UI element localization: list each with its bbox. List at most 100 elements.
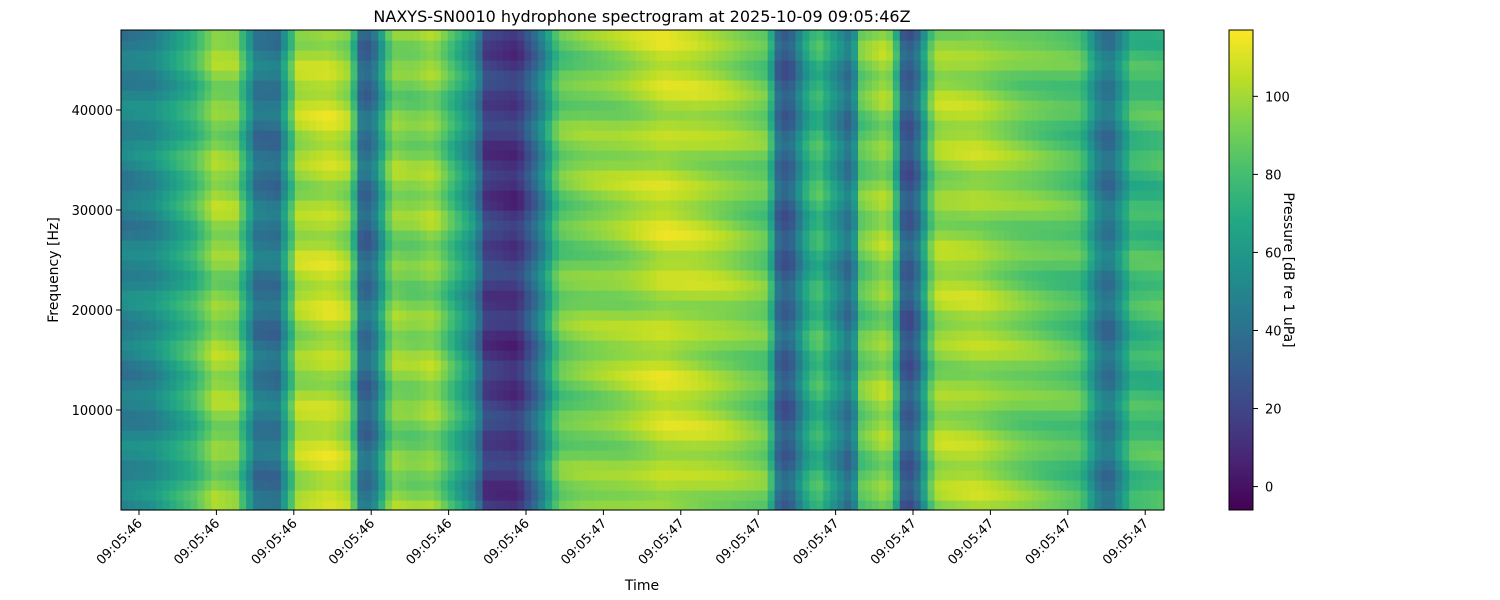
spectrogram-cell	[600, 430, 609, 441]
spectrogram-cell	[218, 440, 226, 451]
spectrogram-cell	[830, 320, 838, 331]
spectrogram-cell	[378, 190, 386, 201]
spectrogram-cell	[760, 270, 769, 281]
spectrogram-cell	[795, 330, 804, 341]
spectrogram-cell	[816, 200, 824, 211]
spectrogram-cell	[510, 170, 518, 181]
spectrogram-cell	[753, 70, 762, 81]
spectrogram-cell	[677, 430, 685, 441]
spectrogram-cell	[232, 340, 240, 351]
spectrogram-cell	[538, 240, 546, 251]
spectrogram-cell	[148, 310, 157, 321]
spectrogram-cell	[267, 160, 275, 171]
spectrogram-cell	[419, 480, 428, 491]
spectrogram-cell	[496, 410, 505, 421]
spectrogram-cell	[322, 290, 331, 301]
spectrogram-cell	[767, 60, 776, 71]
spectrogram-cell	[809, 260, 817, 271]
spectrogram-cell	[837, 360, 845, 371]
spectrogram-cell	[162, 240, 171, 251]
spectrogram-cell	[267, 280, 275, 291]
spectrogram-cell	[725, 190, 734, 201]
spectrogram-cell	[162, 40, 171, 51]
spectrogram-cell	[273, 150, 282, 161]
spectrogram-cell	[447, 480, 456, 491]
spectrogram-cell	[830, 260, 838, 271]
spectrogram-cell	[670, 190, 678, 201]
spectrogram-cell	[503, 360, 511, 371]
spectrogram-cell	[183, 70, 192, 81]
spectrogram-cell	[545, 60, 553, 71]
spectrogram-cell	[684, 470, 692, 481]
spectrogram-cell	[837, 250, 845, 261]
spectrogram-cell	[155, 60, 164, 71]
spectrogram-cell	[127, 150, 136, 161]
spectrogram-cell	[830, 220, 838, 231]
spectrogram-cell	[406, 370, 414, 381]
spectrogram-cell	[392, 390, 400, 401]
spectrogram-cell	[816, 430, 824, 441]
spectrogram-cell	[308, 390, 317, 401]
spectrogram-cell	[635, 410, 644, 421]
spectrogram-cell	[267, 130, 275, 141]
spectrogram-cell	[239, 110, 247, 121]
spectrogram-cell	[628, 410, 637, 421]
spectrogram-cell	[253, 370, 261, 381]
spectrogram-cell	[253, 200, 261, 211]
spectrogram-cell	[461, 160, 470, 171]
spectrogram-cell	[225, 40, 233, 51]
spectrogram-cell	[781, 390, 790, 401]
spectrogram-cell	[705, 50, 713, 61]
spectrogram-cell	[545, 490, 553, 501]
spectrogram-cell	[698, 210, 706, 221]
spectrogram-cell	[406, 400, 414, 411]
spectrogram-cell	[399, 110, 407, 121]
spectrogram-cell	[663, 450, 671, 461]
spectrogram-cell	[197, 370, 206, 381]
spectrogram-cell	[253, 100, 261, 111]
spectrogram-cell	[830, 250, 838, 261]
spectrogram-cell	[579, 90, 588, 101]
spectrogram-cell	[809, 70, 817, 81]
spectrogram-cell	[385, 190, 393, 201]
spectrogram-cell	[280, 450, 289, 461]
spectrogram-cell	[413, 220, 421, 231]
spectrogram-cell	[385, 30, 393, 41]
spectrogram-cell	[287, 230, 296, 241]
spectrogram-cell	[315, 350, 324, 361]
spectrogram-cell	[301, 240, 310, 251]
spectrogram-cell	[816, 390, 824, 401]
spectrogram-cell	[190, 480, 199, 491]
spectrogram-cell	[329, 460, 338, 471]
spectrogram-cell	[482, 450, 491, 461]
spectrogram-cell	[308, 340, 317, 351]
spectrogram-cell	[760, 120, 769, 131]
spectrogram-cell	[725, 90, 734, 101]
spectrogram-cell	[510, 270, 518, 281]
spectrogram-cell	[350, 200, 359, 211]
spectrogram-cell	[148, 470, 157, 481]
spectrogram-cell	[781, 320, 790, 331]
spectrogram-cell	[197, 40, 206, 51]
spectrogram-cell	[545, 200, 553, 211]
spectrogram-cell	[531, 340, 539, 351]
spectrogram-cell	[204, 270, 212, 281]
spectrogram-cell	[364, 130, 372, 141]
spectrogram-cell	[127, 220, 136, 231]
spectrogram-cell	[336, 250, 345, 261]
spectrogram-cell	[371, 90, 379, 101]
spectrogram-cell	[413, 350, 421, 361]
spectrogram-cell	[413, 170, 421, 181]
spectrogram-cell	[621, 360, 630, 371]
spectrogram-cell	[767, 300, 776, 311]
spectrogram-cell	[788, 210, 797, 221]
spectrogram-cell	[649, 120, 657, 131]
spectrogram-cell	[788, 490, 797, 501]
spectrogram-cell	[399, 310, 407, 321]
spectrogram-cell	[656, 190, 664, 201]
spectrogram-cell	[823, 420, 831, 431]
spectrogram-cell	[809, 90, 817, 101]
spectrogram-cell	[246, 270, 254, 281]
spectrogram-cell	[350, 90, 359, 101]
spectrogram-cell	[746, 310, 755, 321]
